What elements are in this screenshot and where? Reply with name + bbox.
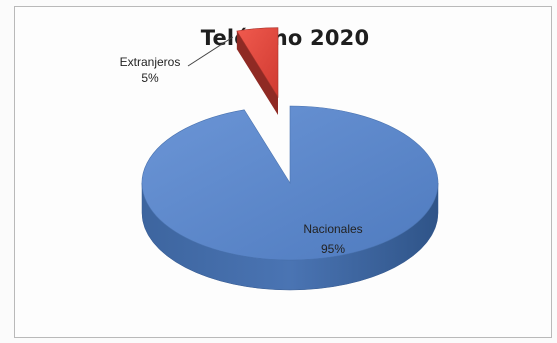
label-nacionales-name: Nacionales: [303, 222, 362, 236]
chart-title: Teléfono 2020: [200, 26, 370, 50]
label-extranjeros-name: Extranjeros: [120, 55, 181, 69]
slice-nacionales: [141, 105, 439, 261]
label-nacionales-percent: 95%: [321, 242, 345, 256]
leader-line-extranjeros: [187, 36, 234, 67]
label-extranjeros-percent: 5%: [141, 71, 159, 85]
slice-depth-extranjeros: [236, 31, 278, 116]
slice-extranjeros: [236, 27, 279, 99]
